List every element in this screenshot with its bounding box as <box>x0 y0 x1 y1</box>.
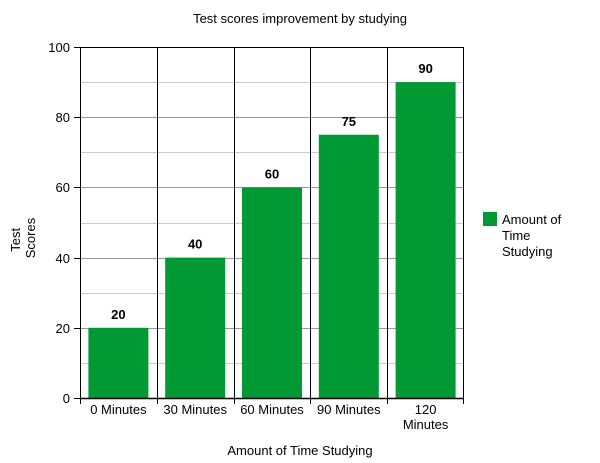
x-tick-label-line: 0 Minutes <box>90 402 147 417</box>
legend-label-line: Time <box>502 228 530 243</box>
y-tick-labels: 0 20 40 60 80 100 <box>48 40 70 406</box>
legend-label-line: Amount of <box>502 212 562 227</box>
x-tick-label: 0 Minutes <box>90 402 147 417</box>
x-tick-label: 120 Minutes <box>403 402 449 432</box>
data-labels: 20 40 60 75 90 <box>111 61 433 322</box>
legend-swatch <box>483 212 497 226</box>
x-tick-label-line: 120 <box>415 402 437 417</box>
bar <box>165 257 226 398</box>
bar <box>395 82 456 398</box>
bar <box>318 134 379 398</box>
data-label: 20 <box>111 307 125 322</box>
y-tick-label: 60 <box>56 180 70 195</box>
data-label: 40 <box>188 237 202 252</box>
data-label: 75 <box>342 114 356 129</box>
y-tick-label: 0 <box>63 391 70 406</box>
x-tick-label-line: 30 Minutes <box>163 402 227 417</box>
y-axis-label-line: Test <box>8 228 23 252</box>
legend-label-line: Studying <box>502 244 553 259</box>
chart-title: Test scores improvement by studying <box>193 11 407 26</box>
y-axis-label: Test Scores <box>8 217 38 258</box>
bar <box>242 187 302 398</box>
y-tick-label: 100 <box>48 40 70 55</box>
x-tick-label-line: 90 Minutes <box>317 402 381 417</box>
y-tick-label: 80 <box>56 110 70 125</box>
axes <box>74 47 464 404</box>
x-tick-label-line: Minutes <box>403 417 449 432</box>
y-tick-label: 40 <box>56 251 70 266</box>
y-tick-label: 20 <box>56 321 70 336</box>
x-axis-label: Amount of Time Studying <box>227 443 372 458</box>
y-axis-label-line: Scores <box>23 217 38 258</box>
data-label: 60 <box>265 166 279 181</box>
bars <box>88 82 456 398</box>
x-tick-label: 60 Minutes <box>240 402 304 417</box>
x-tick-labels: 0 Minutes 30 Minutes 60 Minutes 90 Minutes 1… <box>90 402 449 432</box>
bar <box>88 327 149 398</box>
x-tick-label-line: 60 Minutes <box>240 402 304 417</box>
x-tick-label: 30 Minutes <box>163 402 227 417</box>
x-tick-label: 90 Minutes <box>317 402 381 417</box>
legend-label: Amount of Time Studying <box>502 212 562 259</box>
legend: Amount of Time Studying <box>483 212 562 259</box>
data-label: 90 <box>418 61 432 76</box>
